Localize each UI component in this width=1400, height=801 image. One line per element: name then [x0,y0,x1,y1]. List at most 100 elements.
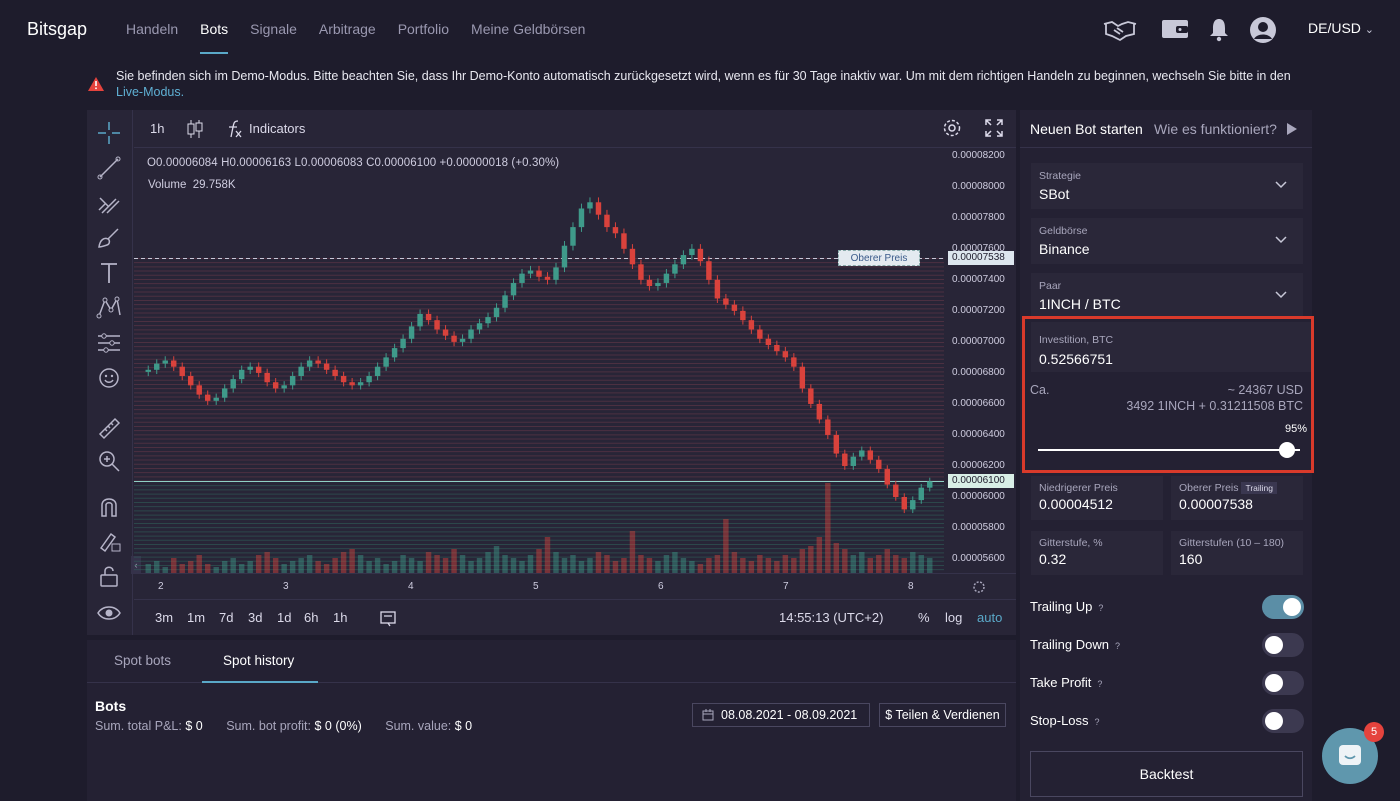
nav-bots[interactable]: Bots [200,0,229,58]
sum-pnl-value: $ 0 [185,719,203,733]
share-earn-button[interactable]: $ Teilen & Verdienen [879,703,1006,727]
y-tick-label: 0.00006200 [952,459,1005,471]
wallet-icon[interactable] [1160,16,1190,42]
help-icon[interactable]: ? [1115,641,1121,651]
tf-3m[interactable]: 3m [155,610,174,625]
tab-spot-history[interactable]: Spot history [223,653,295,668]
x-tick-label: 2 [158,581,164,592]
ruler-icon[interactable] [96,415,122,441]
bottom-tabs: Spot bots Spot history [87,640,1016,683]
trend-line-icon[interactable] [96,155,122,181]
candles-icon[interactable] [186,119,204,142]
text-tool-icon[interactable] [96,260,122,286]
eye-icon[interactable] [96,600,122,626]
interval-button[interactable]: 1h [150,121,165,136]
grid-step-field[interactable]: Gitterstufe, % 0.32 [1031,531,1163,575]
bots-stats: Sum. total P&L: $ 0 Sum. bot profit: $ 0… [95,719,472,733]
nav-signale[interactable]: Signale [250,21,297,37]
candle-body [646,279,653,287]
zoom-in-icon[interactable] [96,448,122,474]
tf-7d[interactable]: 7d [219,610,234,625]
volume-bar [646,558,653,573]
percent-toggle[interactable]: % [918,610,930,625]
y-tick-label: 0.00006400 [952,428,1005,440]
logo[interactable]: Bitsgap [27,19,88,39]
candle-body [154,363,160,370]
investment-slider-knob[interactable] [1278,442,1295,458]
trailing-up-toggle[interactable] [1262,595,1304,619]
help-icon[interactable]: ? [1098,603,1104,613]
nav-arbitrage[interactable]: Arbitrage [318,21,376,37]
date-range-button[interactable]: 08.08.2021 - 08.09.2021 [692,703,870,727]
settings-gear-icon[interactable] [942,118,962,141]
strategy-select[interactable]: Strategie SBot [1031,163,1303,209]
user-avatar-icon[interactable] [1249,16,1277,43]
candle-body [765,338,772,345]
fullscreen-icon[interactable] [984,118,1004,141]
emoji-icon[interactable] [96,365,122,391]
backtest-button[interactable]: Backtest [1030,751,1303,797]
volume-bar [255,555,262,573]
measure-tool-icon[interactable] [96,330,122,356]
upper-price-tag[interactable]: Oberer Preis [838,250,920,266]
tf-3d[interactable]: 3d [248,610,263,625]
auto-toggle[interactable]: auto [977,610,1003,625]
fib-tool-icon[interactable] [96,190,122,216]
candle-body [536,270,542,277]
date-range-icon[interactable] [379,609,397,632]
bot-profit-pct: (0%) [335,719,362,733]
pair-select[interactable]: Paar 1INCH / BTC [1031,273,1303,319]
crosshair-icon[interactable] [96,120,122,146]
y-tick-label: 0.00005600 [952,553,1005,565]
indicators-button[interactable]: Indicators [249,121,306,136]
trailing-down-toggle[interactable] [1262,633,1304,657]
investment-slider-track[interactable] [1038,449,1300,451]
candle-body [544,276,551,280]
function-icon[interactable] [226,119,244,142]
handshake-icon[interactable] [1102,16,1138,42]
unlock-icon[interactable] [96,563,122,589]
region-selector[interactable]: DE/USD ⌄ [1308,20,1374,36]
help-icon[interactable]: ? [1097,679,1103,689]
time-axis[interactable]: 2 3 4 5 6 7 8 [134,573,1016,599]
lower-price-field[interactable]: Niedrigerer Preis 0.00004512 [1031,476,1163,520]
demo-banner: Sie befinden sich im Demo-Modus. Bitte b… [88,68,1318,100]
how-it-works-link[interactable]: Wie es funktioniert? [1154,121,1277,137]
log-toggle[interactable]: log [945,610,963,625]
y-tick-label: 0.00007200 [952,304,1005,316]
tf-1m[interactable]: 1m [187,610,206,625]
investment-field[interactable]: Investition, BTC 0.52566751 [1031,322,1311,372]
take-profit-toggle[interactable] [1262,671,1304,695]
nav-handeln[interactable]: Handeln [126,21,179,37]
volume-bar [247,561,253,573]
help-icon[interactable]: ? [1094,717,1100,727]
price-chart[interactable] [134,148,944,573]
tf-1d[interactable]: 1d [277,610,292,625]
bell-icon[interactable] [1207,16,1231,42]
exchange-select[interactable]: Geldbörse Binance [1031,218,1303,264]
play-icon[interactable] [1286,123,1298,135]
candle-body [264,372,270,383]
magnet-icon[interactable] [96,494,122,520]
stop-loss-toggle[interactable] [1262,709,1304,733]
grid-levels-field[interactable]: Gitterstufen (10 – 180) 160 [1171,531,1303,575]
volume-bar [544,537,551,573]
pattern-tool-icon[interactable] [96,295,122,321]
nav-portfolio[interactable]: Portfolio [397,21,450,37]
tab-spot-bots[interactable]: Spot bots [114,653,172,668]
trailing-up-row: Trailing Up? [1030,595,1305,619]
live-mode-link[interactable]: Live-Modus. [116,85,185,99]
upper-price-field[interactable]: Oberer Preis Trailing 0.00007538 [1171,476,1303,520]
brush-icon[interactable] [96,225,122,251]
tf-1h[interactable]: 1h [333,610,348,625]
lock-drawing-icon[interactable] [96,528,122,554]
price-axis[interactable]: 0.00008200 0.00008000 0.00007800 0.00007600… [944,148,1016,573]
tf-6h[interactable]: 6h [304,610,319,625]
nav-geldboersen[interactable]: Meine Geldbörsen [471,21,586,37]
volume-bar [349,549,355,573]
axis-settings-icon[interactable] [971,579,987,600]
candle-body [247,366,253,370]
x-tick-label: 3 [283,581,289,592]
volume-bar [298,558,304,573]
exchange-value: Binance [1039,241,1090,257]
